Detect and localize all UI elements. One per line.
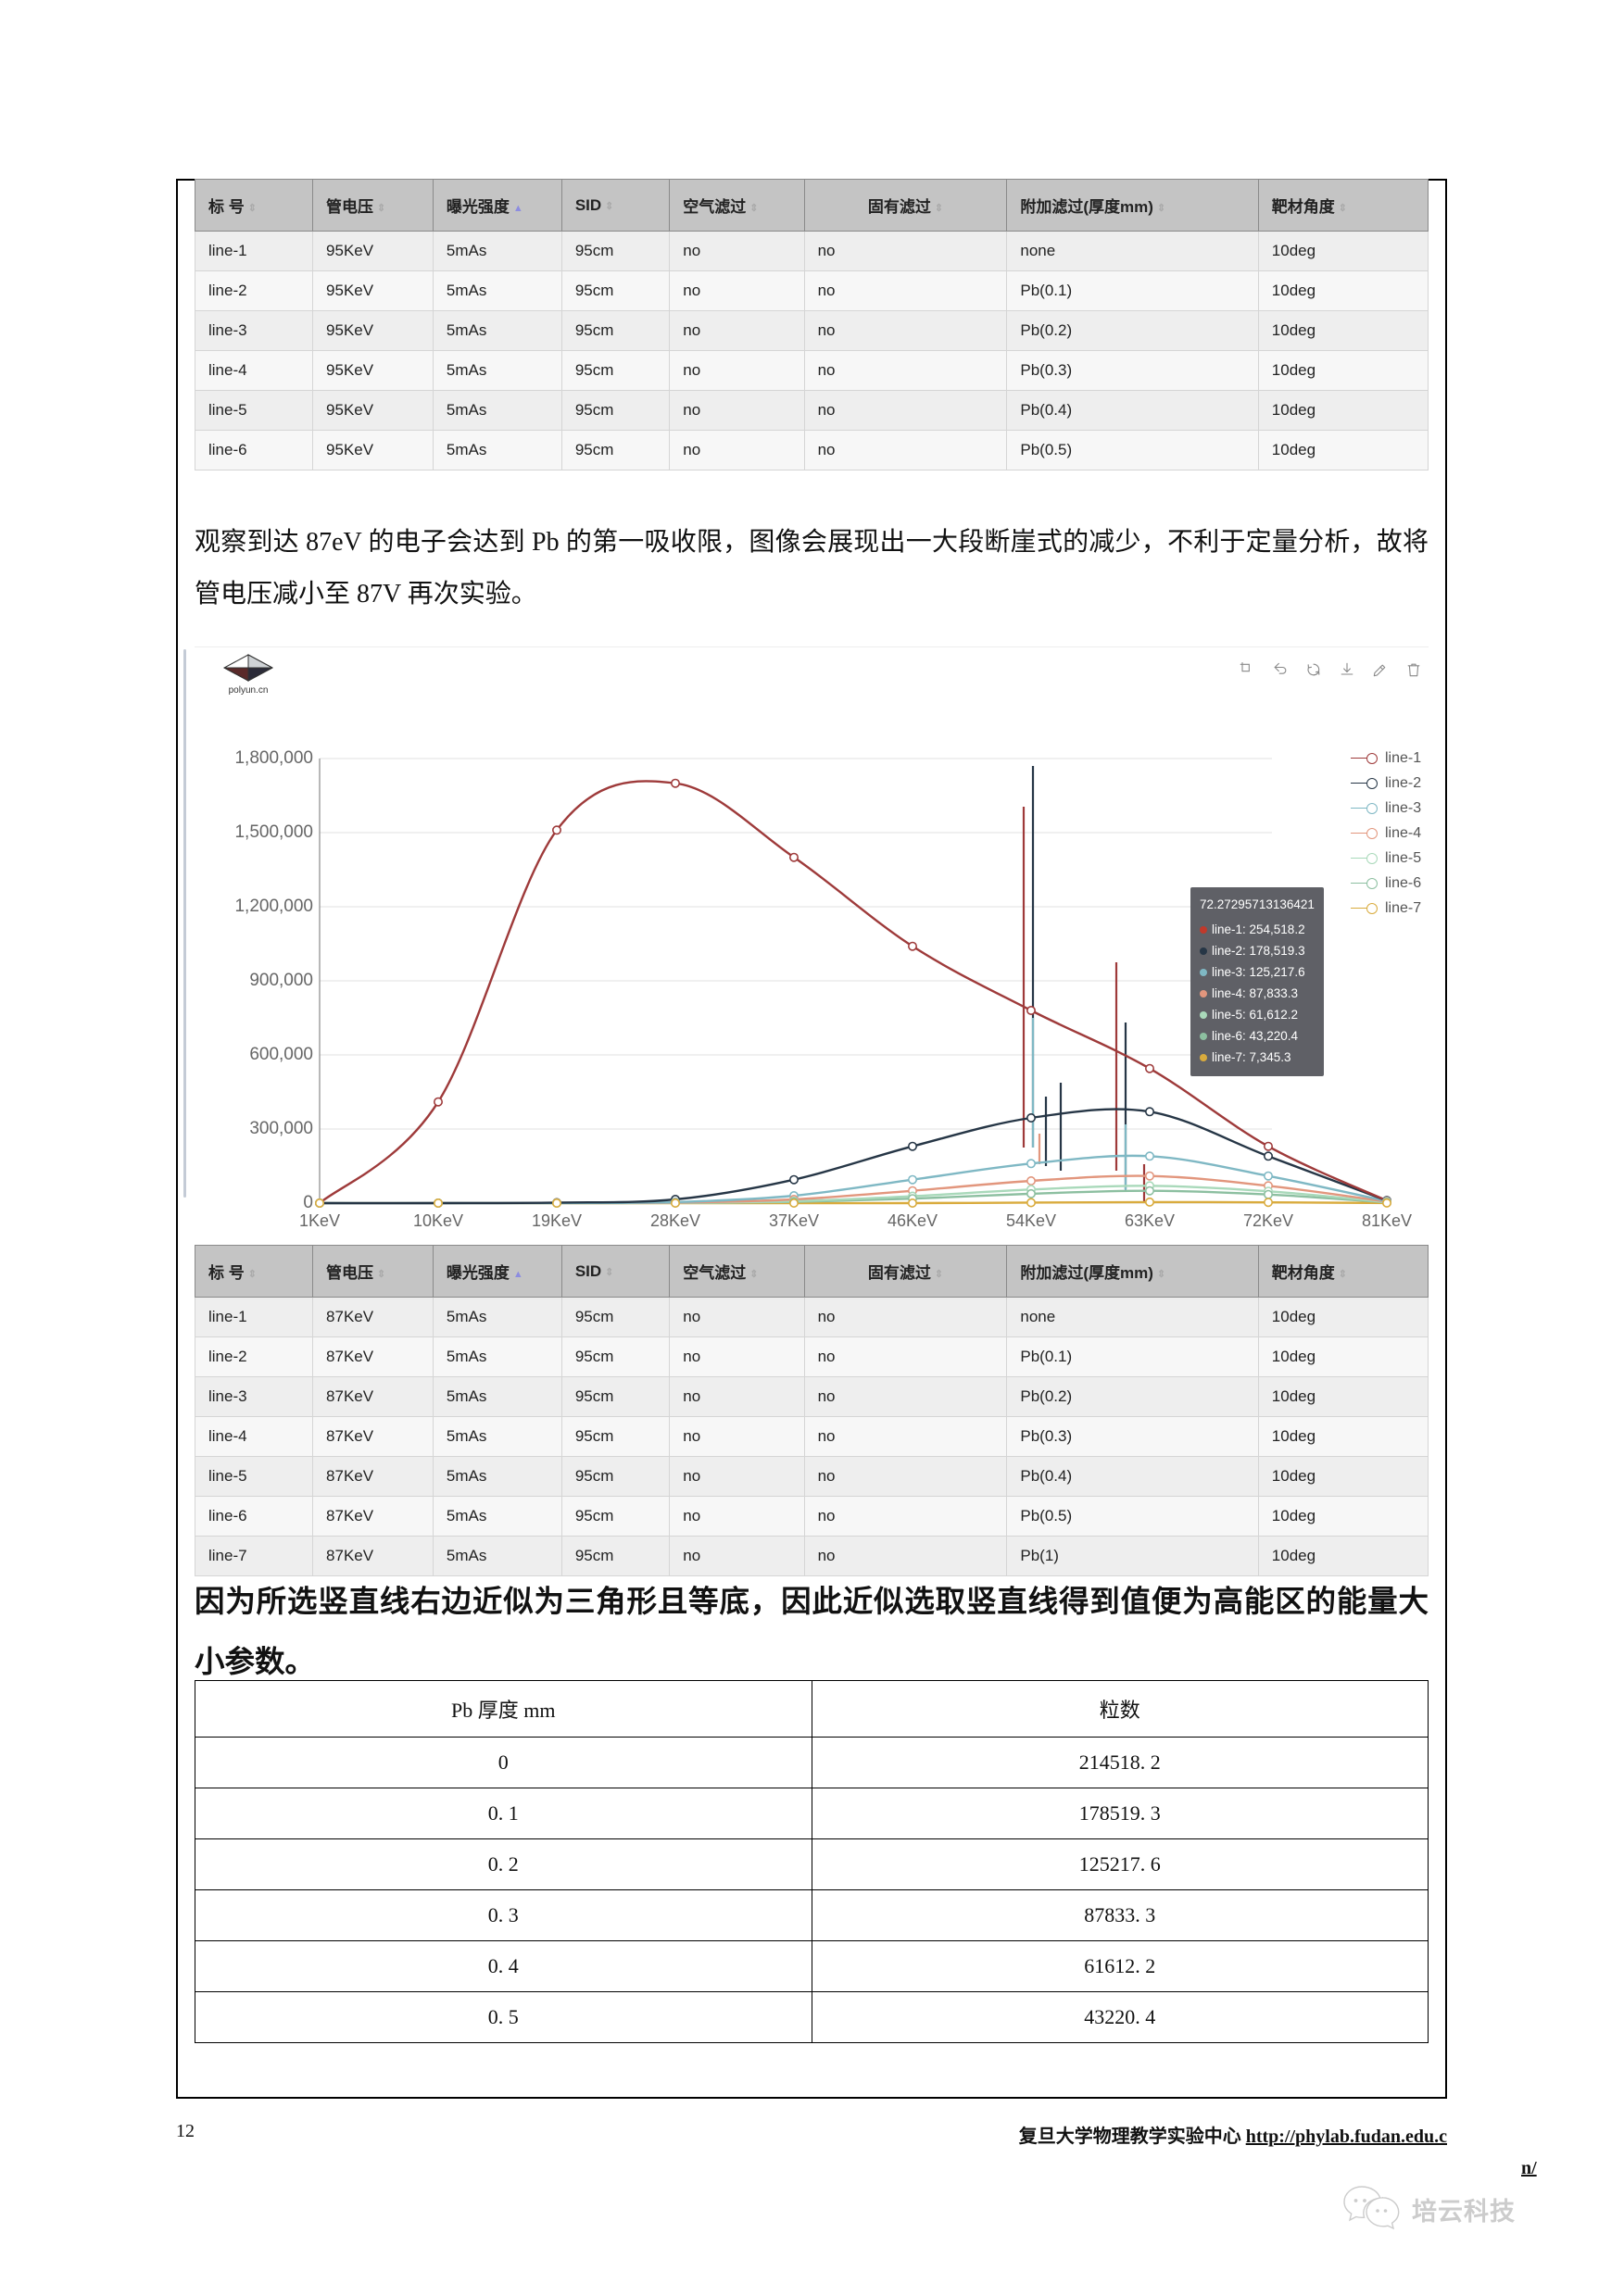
svg-text:900,000: 900,000 <box>249 971 313 990</box>
svg-text:1,500,000: 1,500,000 <box>234 822 313 842</box>
svg-text:10KeV: 10KeV <box>413 1211 463 1230</box>
svg-text:1KeV: 1KeV <box>299 1211 340 1230</box>
svg-text:19KeV: 19KeV <box>532 1211 582 1230</box>
svg-text:63KeV: 63KeV <box>1125 1211 1175 1230</box>
svg-text:72KeV: 72KeV <box>1243 1211 1293 1230</box>
svg-text:600,000: 600,000 <box>249 1045 313 1064</box>
svg-text:1,800,000: 1,800,000 <box>234 748 313 768</box>
svg-text:54KeV: 54KeV <box>1006 1211 1056 1230</box>
svg-text:46KeV: 46KeV <box>888 1211 938 1230</box>
svg-text:0: 0 <box>303 1193 313 1212</box>
svg-text:81KeV: 81KeV <box>1362 1211 1412 1230</box>
svg-text:300,000: 300,000 <box>249 1119 313 1138</box>
svg-text:37KeV: 37KeV <box>769 1211 819 1230</box>
svg-text:28KeV: 28KeV <box>650 1211 700 1230</box>
svg-text:1,200,000: 1,200,000 <box>234 897 313 916</box>
